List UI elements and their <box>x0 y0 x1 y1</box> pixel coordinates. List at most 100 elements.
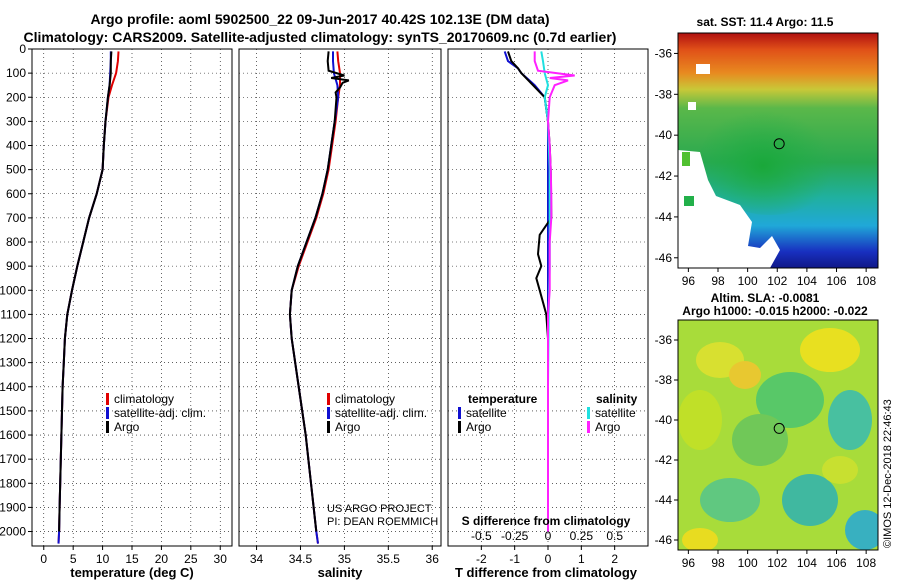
x-tick-label: 35 <box>338 552 352 566</box>
top-tick-label: -0.25 <box>501 529 529 543</box>
y-tick-label: 1700 <box>0 452 26 466</box>
legend-s-argo: Argo <box>595 420 621 434</box>
map-x-tick-label: 102 <box>767 274 787 288</box>
figure-title-line1: Argo profile: aoml 5902500_22 09-Jun-201… <box>90 11 549 27</box>
legend-t-satellite: satellite <box>466 406 507 420</box>
sla-map: -36 -38 -40 -42 -44 -46 96 98 100 102 104 106 108 <box>655 319 879 570</box>
legend-argo: Argo <box>114 420 140 434</box>
map-x-tick-label: 104 <box>797 556 817 570</box>
map-x-tick-label: 104 <box>797 274 817 288</box>
x-tick-label: -1 <box>509 552 520 566</box>
map-y-tick-label: -36 <box>655 333 673 347</box>
y-tick-label: 1500 <box>0 404 26 418</box>
x-tick-label: 0 <box>40 552 47 566</box>
legend-s-satellite-swatch <box>587 407 590 419</box>
x-tick-label: 30 <box>214 552 228 566</box>
temperature-x-label: temperature (deg C) <box>70 565 194 580</box>
map-y-tick-label: -46 <box>655 251 673 265</box>
y-tick-label: 1100 <box>0 307 26 321</box>
map-y-tick-label: -38 <box>655 87 673 101</box>
map-x-tick-label: 96 <box>682 556 696 570</box>
temperature-panel: 0100200300400500600700800900100011001200… <box>0 42 233 580</box>
map-x-tick-label: 102 <box>767 556 787 570</box>
y-tick-label: 900 <box>6 259 26 273</box>
legend-satellite: satellite-adj. clim. <box>114 406 206 420</box>
legend-salinity-title: salinity <box>596 392 638 406</box>
legend-climatology-swatch <box>327 393 330 405</box>
map-x-tick-label: 96 <box>682 274 696 288</box>
y-tick-label: 500 <box>6 163 26 177</box>
legend-climatology-swatch <box>106 393 109 405</box>
x-tick-label: 36 <box>426 552 440 566</box>
y-tick-label: 1000 <box>0 283 26 297</box>
map-y-tick-label: -38 <box>655 373 673 387</box>
series-line-salinity-argo <box>533 51 575 532</box>
t-difference-label: T difference from climatology <box>455 565 638 580</box>
series-line-climatology <box>57 51 120 544</box>
salinity-x-label: salinity <box>318 565 364 580</box>
x-tick-label: 34 <box>250 552 264 566</box>
y-tick-label: 800 <box>6 235 26 249</box>
map-x-tick-label: 108 <box>856 274 876 288</box>
x-tick-label: 5 <box>70 552 77 566</box>
top-tick-label: -0.5 <box>471 529 492 543</box>
map-y-tick-label: -40 <box>655 413 673 427</box>
y-tick-label: 1900 <box>0 500 26 514</box>
map-x-tick-label: 100 <box>738 274 758 288</box>
legend-argo-swatch <box>106 421 109 433</box>
x-tick-label: 10 <box>96 552 110 566</box>
legend-climatology: climatology <box>114 392 174 406</box>
series-line-climatology <box>288 51 341 544</box>
map-y-tick-label: -42 <box>655 453 673 467</box>
map-x-tick-label: 106 <box>827 274 847 288</box>
sst-map-title: sat. SST: 11.4 Argo: 11.5 <box>697 15 834 29</box>
y-tick-label: 1200 <box>0 332 26 346</box>
difference-panel: -2 -1 0 1 2 -0.5 -0.25 0 0.25 0.5 T difference f… <box>447 48 649 580</box>
legend-satellite: satellite-adj. clim. <box>335 406 427 420</box>
map-y-tick-label: -46 <box>655 533 673 547</box>
x-tick-label: 35.5 <box>377 552 401 566</box>
map-y-tick-label: -44 <box>655 493 673 507</box>
salinity-legend: climatology satellite-adj. clim. Argo <box>327 392 427 434</box>
x-tick-label: 25 <box>184 552 198 566</box>
y-tick-label: 1600 <box>0 428 26 442</box>
legend-climatology: climatology <box>335 392 395 406</box>
series-line-temperature-argo <box>507 51 553 532</box>
salinity-panel: 34 34.5 35 35.5 36 salinity climatology sate… <box>238 48 442 580</box>
figure-title-line2: Climatology: CARS2009. Satellite-adjuste… <box>24 29 617 45</box>
legend-s-satellite: satellite <box>595 406 636 420</box>
imos-credit: ©IMOS 12-Dec-2018 22:46:43 <box>882 399 894 548</box>
legend-t-argo: Argo <box>466 420 492 434</box>
x-tick-label: 15 <box>125 552 139 566</box>
top-tick-label: 0.5 <box>606 529 623 543</box>
y-tick-label: 700 <box>6 211 26 225</box>
sla-map-title: Altim. SLA: -0.0081 <box>711 291 820 305</box>
x-tick-label: 0 <box>545 552 552 566</box>
x-tick-label: -2 <box>476 552 487 566</box>
top-tick-label: 0.25 <box>570 529 594 543</box>
map-y-tick-label: -42 <box>655 169 673 183</box>
x-tick-label: 20 <box>155 552 169 566</box>
series-line-temperature-satellite <box>503 51 549 532</box>
x-tick-label: 34.5 <box>289 552 313 566</box>
map-x-tick-label: 98 <box>711 274 725 288</box>
map-x-tick-label: 98 <box>711 556 725 570</box>
s-difference-label: S difference from climatology <box>462 514 631 528</box>
map-x-tick-label: 106 <box>827 556 847 570</box>
top-tick-label: 0 <box>545 529 552 543</box>
difference-legend: temperature satellite Argo salinity sate… <box>458 392 638 434</box>
y-tick-label: 1400 <box>0 380 26 394</box>
series-line-satellite-adj-clim- <box>288 51 340 544</box>
series-line-satellite-adj-clim- <box>57 51 112 544</box>
y-tick-label: 400 <box>6 139 26 153</box>
y-tick-label: 1800 <box>0 476 26 490</box>
series-line-argo <box>58 51 113 532</box>
y-tick-label: 300 <box>6 114 26 128</box>
y-tick-label: 600 <box>6 187 26 201</box>
temperature-legend: climatology satellite-adj. clim. Argo <box>106 392 206 434</box>
y-tick-label: 1300 <box>0 356 26 370</box>
sst-float-marker <box>773 138 785 150</box>
legend-argo: Argo <box>335 420 361 434</box>
map-x-tick-label: 108 <box>856 556 876 570</box>
